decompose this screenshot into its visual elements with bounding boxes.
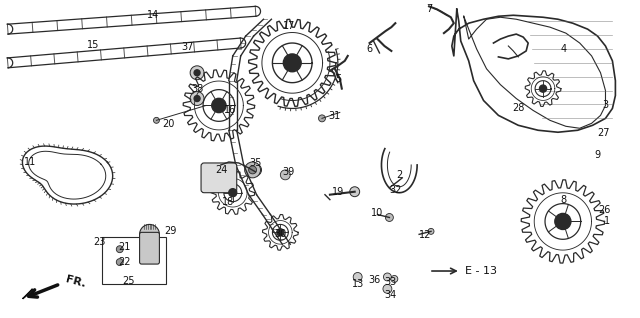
Text: 4: 4: [561, 44, 567, 54]
Text: 12: 12: [419, 230, 431, 240]
Circle shape: [212, 98, 226, 113]
Text: 28: 28: [512, 103, 524, 114]
Text: 14: 14: [147, 10, 159, 20]
Text: 16: 16: [223, 106, 236, 115]
Circle shape: [383, 284, 392, 293]
Circle shape: [190, 92, 204, 106]
Circle shape: [154, 117, 159, 123]
Text: 27: 27: [597, 128, 610, 138]
Text: 31: 31: [329, 111, 341, 121]
Text: 9: 9: [595, 150, 600, 160]
Text: 5: 5: [335, 74, 341, 84]
Text: 19: 19: [332, 187, 344, 197]
Circle shape: [540, 85, 547, 92]
Text: 2: 2: [396, 170, 403, 180]
Text: 39: 39: [282, 167, 294, 177]
Text: 38: 38: [191, 84, 204, 93]
Circle shape: [284, 54, 301, 72]
Text: 11: 11: [24, 157, 36, 167]
Text: 6: 6: [367, 44, 372, 54]
FancyBboxPatch shape: [201, 163, 237, 193]
Circle shape: [194, 96, 200, 101]
Text: 21: 21: [118, 242, 131, 252]
Circle shape: [194, 70, 200, 76]
Text: 33: 33: [384, 277, 397, 287]
Text: 26: 26: [598, 204, 611, 215]
Text: 34: 34: [384, 290, 397, 300]
Text: 3: 3: [602, 100, 609, 110]
Text: 20: 20: [162, 119, 175, 129]
Circle shape: [190, 66, 204, 80]
Text: 23: 23: [93, 237, 105, 247]
Circle shape: [244, 162, 260, 178]
Text: 24: 24: [216, 165, 228, 175]
Circle shape: [428, 228, 434, 234]
Circle shape: [383, 273, 392, 281]
FancyBboxPatch shape: [140, 232, 159, 264]
Text: 25: 25: [122, 276, 135, 286]
Circle shape: [116, 259, 124, 266]
Circle shape: [116, 246, 124, 253]
Text: 22: 22: [118, 257, 131, 267]
Text: 17: 17: [283, 21, 296, 31]
Polygon shape: [22, 289, 33, 299]
Text: 30: 30: [274, 229, 287, 239]
Text: 36: 36: [369, 275, 381, 285]
Text: 13: 13: [351, 279, 364, 289]
Circle shape: [353, 273, 362, 281]
Text: 32: 32: [389, 185, 401, 195]
Text: 18: 18: [221, 197, 234, 207]
Circle shape: [140, 225, 159, 244]
Text: 8: 8: [561, 195, 567, 205]
Circle shape: [391, 275, 398, 282]
Text: 7: 7: [426, 4, 432, 14]
Circle shape: [250, 164, 262, 176]
Text: E - 13: E - 13: [465, 266, 497, 276]
Circle shape: [319, 115, 326, 122]
Text: FR.: FR.: [64, 274, 86, 289]
Text: 37: 37: [181, 42, 193, 52]
Circle shape: [280, 170, 291, 180]
Circle shape: [349, 187, 360, 197]
Text: 15: 15: [87, 40, 99, 50]
Text: 29: 29: [164, 226, 177, 236]
Text: 10: 10: [371, 208, 383, 218]
Circle shape: [228, 189, 237, 197]
Circle shape: [555, 213, 571, 230]
Text: 35: 35: [250, 158, 262, 168]
Circle shape: [248, 166, 257, 174]
Circle shape: [385, 213, 394, 221]
Circle shape: [276, 229, 284, 236]
Text: 1: 1: [604, 217, 611, 226]
